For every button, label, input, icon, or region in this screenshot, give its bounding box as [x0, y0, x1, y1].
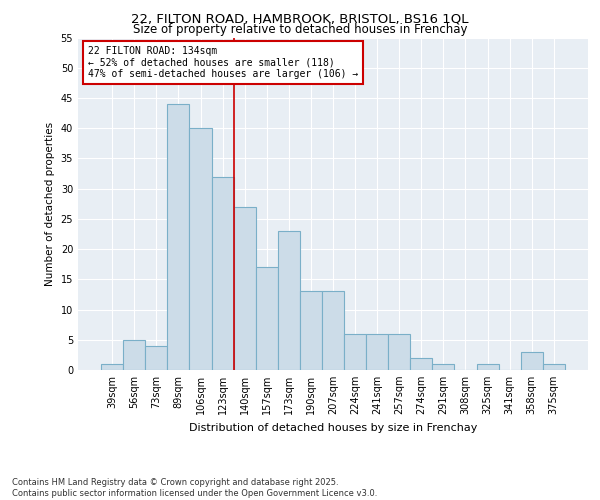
Bar	[190, 128, 212, 370]
Bar	[521, 352, 543, 370]
Bar	[433, 364, 454, 370]
Bar	[123, 340, 145, 370]
Bar	[476, 364, 499, 370]
Bar	[388, 334, 410, 370]
Bar	[256, 267, 278, 370]
Bar	[366, 334, 388, 370]
Text: Contains HM Land Registry data © Crown copyright and database right 2025.
Contai: Contains HM Land Registry data © Crown c…	[12, 478, 377, 498]
X-axis label: Distribution of detached houses by size in Frenchay: Distribution of detached houses by size …	[189, 422, 477, 432]
Text: 22 FILTON ROAD: 134sqm
← 52% of detached houses are smaller (118)
47% of semi-de: 22 FILTON ROAD: 134sqm ← 52% of detached…	[88, 46, 358, 79]
Bar	[278, 231, 300, 370]
Text: Size of property relative to detached houses in Frenchay: Size of property relative to detached ho…	[133, 22, 467, 36]
Bar	[300, 292, 322, 370]
Bar	[322, 292, 344, 370]
Bar	[167, 104, 190, 370]
Bar	[145, 346, 167, 370]
Bar	[101, 364, 123, 370]
Bar	[344, 334, 366, 370]
Bar	[212, 176, 233, 370]
Y-axis label: Number of detached properties: Number of detached properties	[45, 122, 55, 286]
Bar	[543, 364, 565, 370]
Text: 22, FILTON ROAD, HAMBROOK, BRISTOL, BS16 1QL: 22, FILTON ROAD, HAMBROOK, BRISTOL, BS16…	[131, 12, 469, 26]
Bar	[233, 207, 256, 370]
Bar	[410, 358, 433, 370]
